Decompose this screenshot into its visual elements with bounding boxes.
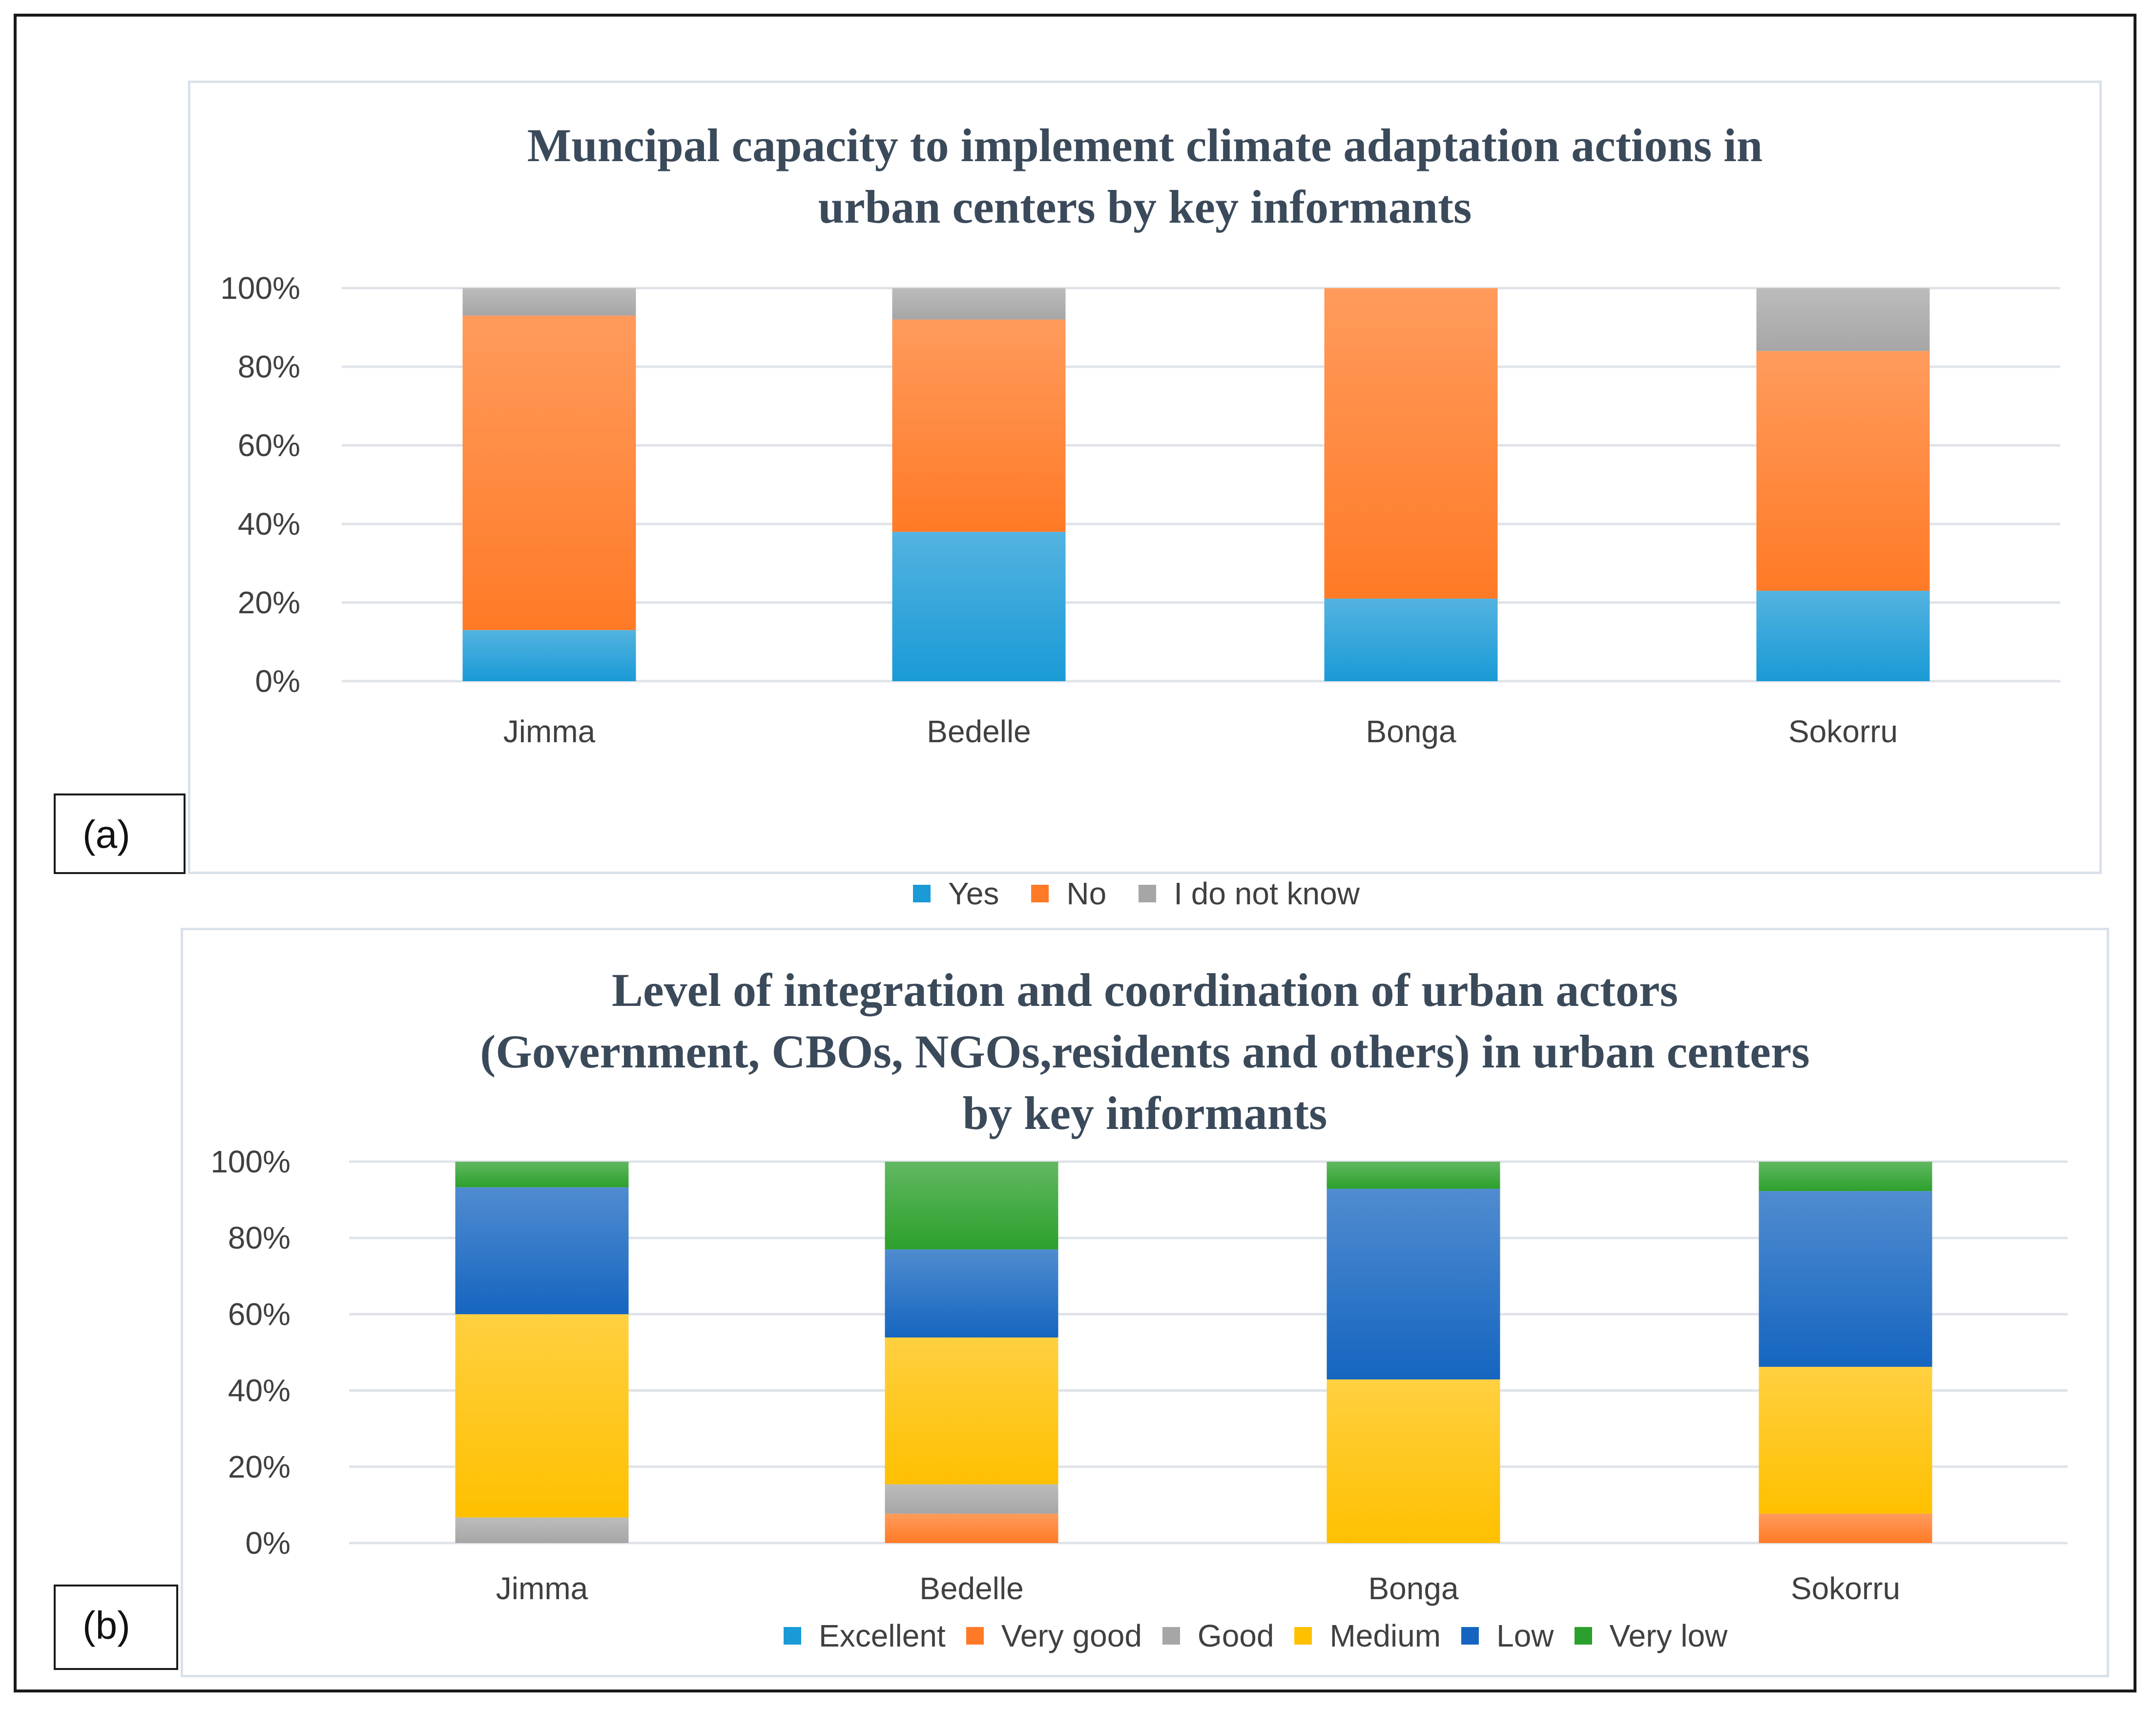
y-tick-label: 20% bbox=[238, 585, 300, 620]
y-tick-label: 20% bbox=[228, 1449, 290, 1484]
chart-panel-a: Muncipal capacity to implement climate a… bbox=[188, 81, 2102, 911]
legend-item-very-low: Very low bbox=[1574, 1618, 1728, 1654]
bar-bonga-very-low bbox=[1327, 1162, 1500, 1189]
bar-bonga-yes bbox=[1324, 598, 1498, 681]
legend-swatch bbox=[784, 1627, 801, 1645]
y-tick-label: 0% bbox=[255, 664, 301, 699]
bar-bonga-low bbox=[1327, 1189, 1500, 1379]
legend-label: Excellent bbox=[819, 1618, 946, 1653]
bar-bedelle-medium bbox=[885, 1337, 1058, 1484]
bar-sokorru-i-do-not-know bbox=[1756, 288, 1930, 351]
legend-swatch bbox=[1461, 1627, 1479, 1645]
legend-swatch bbox=[913, 885, 931, 902]
bar-sokorru-no bbox=[1756, 351, 1930, 591]
y-tick-label: 0% bbox=[246, 1525, 291, 1561]
legend-item-good: Good bbox=[1162, 1618, 1274, 1654]
bar-bedelle-no bbox=[892, 319, 1066, 532]
legend-a: Yes No I do not know bbox=[913, 864, 1392, 923]
chart-title-b-line-1: Level of integration and coordination of… bbox=[612, 964, 1678, 1016]
legend-label: Medium bbox=[1329, 1618, 1441, 1653]
y-tick-label: 80% bbox=[228, 1220, 290, 1255]
legend-item-no: No bbox=[1031, 876, 1106, 912]
chart-title-b: Level of integration and coordination of… bbox=[183, 960, 2107, 1144]
bar-jimma-no bbox=[462, 315, 636, 630]
bar-sokorru-yes bbox=[1756, 590, 1930, 681]
bar-sokorru-medium bbox=[1759, 1367, 1932, 1514]
bar-bedelle-very-good bbox=[885, 1513, 1058, 1543]
legend-item-very-good: Very good bbox=[966, 1618, 1142, 1654]
x-category-label: Bedelle bbox=[927, 714, 1031, 749]
legend-label: Low bbox=[1496, 1618, 1554, 1653]
legend-swatch bbox=[1574, 1627, 1592, 1645]
x-category-label: Sokorru bbox=[1788, 714, 1898, 749]
y-tick-label: 100% bbox=[210, 1144, 290, 1179]
chart-title-a-line-2: urban centers by key informants bbox=[818, 181, 1472, 233]
bar-bedelle-good bbox=[885, 1484, 1058, 1514]
legend-item-medium: Medium bbox=[1294, 1618, 1441, 1654]
bar-jimma-very-low bbox=[455, 1162, 629, 1188]
bar-bedelle-low bbox=[885, 1249, 1058, 1338]
chart-title-a: Muncipal capacity to implement climate a… bbox=[190, 115, 2099, 238]
legend-swatch bbox=[1294, 1627, 1312, 1645]
bar-sokorru-low bbox=[1759, 1191, 1932, 1367]
x-category-label: Bonga bbox=[1368, 1571, 1458, 1606]
bar-bonga-no bbox=[1324, 288, 1498, 599]
legend-swatch bbox=[1162, 1627, 1180, 1645]
chart-title-b-line-3: by key informants bbox=[962, 1087, 1327, 1139]
legend-item-excellent: Excellent bbox=[784, 1618, 946, 1654]
chart-panel-b: Level of integration and coordination of… bbox=[181, 928, 2109, 1677]
panel-label-a: (a) bbox=[54, 793, 186, 874]
figure-frame bbox=[14, 14, 2136, 1692]
bar-bedelle-yes bbox=[892, 532, 1066, 681]
legend-swatch bbox=[1139, 885, 1157, 902]
y-tick-label: 80% bbox=[238, 349, 300, 384]
x-category-label: Jimma bbox=[496, 1571, 588, 1606]
x-category-label: Bonga bbox=[1366, 714, 1456, 749]
legend-label: Yes bbox=[948, 876, 999, 911]
y-tick-label: 100% bbox=[220, 271, 300, 306]
chart-title-a-line-1: Muncipal capacity to implement climate a… bbox=[527, 119, 1763, 171]
y-tick-label: 60% bbox=[228, 1296, 290, 1332]
x-category-label: Bedelle bbox=[919, 1571, 1024, 1606]
bar-jimma-i-do-not-know bbox=[462, 288, 636, 316]
bar-sokorru-very-good bbox=[1759, 1513, 1932, 1543]
bar-sokorru-very-low bbox=[1759, 1162, 1932, 1191]
y-tick-label: 60% bbox=[238, 428, 300, 463]
legend-swatch bbox=[1031, 885, 1049, 902]
bar-jimma-low bbox=[455, 1187, 629, 1315]
panel-label-b: (b) bbox=[54, 1585, 178, 1670]
plot-area-a: 0% 20% 40% 60% 80% 100% Jimma Bedelle Bonga Sokor… bbox=[220, 271, 2060, 749]
legend-b: Excellent Very good Good Medium Low Very low bbox=[784, 1611, 1748, 1660]
bar-bedelle-i-do-not-know bbox=[892, 288, 1066, 320]
legend-item-i-do-not-know: I do not know bbox=[1139, 876, 1360, 912]
x-category-label: Jimma bbox=[503, 714, 596, 749]
legend-item-yes: Yes bbox=[913, 876, 999, 912]
chart-title-b-line-2: (Government, CBOs, NGOs,residents and ot… bbox=[480, 1025, 1810, 1078]
bar-jimma-medium bbox=[455, 1314, 629, 1518]
bar-bonga-medium bbox=[1327, 1379, 1500, 1543]
y-tick-label: 40% bbox=[238, 506, 300, 542]
legend-label: Very low bbox=[1609, 1618, 1728, 1653]
legend-label: Good bbox=[1197, 1618, 1274, 1653]
legend-label: I do not know bbox=[1174, 876, 1360, 911]
legend-label: No bbox=[1066, 876, 1107, 911]
legend-item-low: Low bbox=[1461, 1618, 1554, 1654]
bar-bedelle-very-low bbox=[885, 1162, 1058, 1250]
bar-jimma-good bbox=[455, 1517, 629, 1543]
x-category-label: Sokorru bbox=[1791, 1571, 1900, 1606]
legend-swatch bbox=[966, 1627, 984, 1645]
plot-area-b: 0% 20% 40% 60% 80% 100% Jimma Bedelle Bonga Sokor… bbox=[210, 1144, 2068, 1606]
legend-label: Very good bbox=[1001, 1618, 1142, 1653]
bar-jimma-yes bbox=[462, 630, 636, 681]
y-tick-label: 40% bbox=[228, 1373, 290, 1408]
